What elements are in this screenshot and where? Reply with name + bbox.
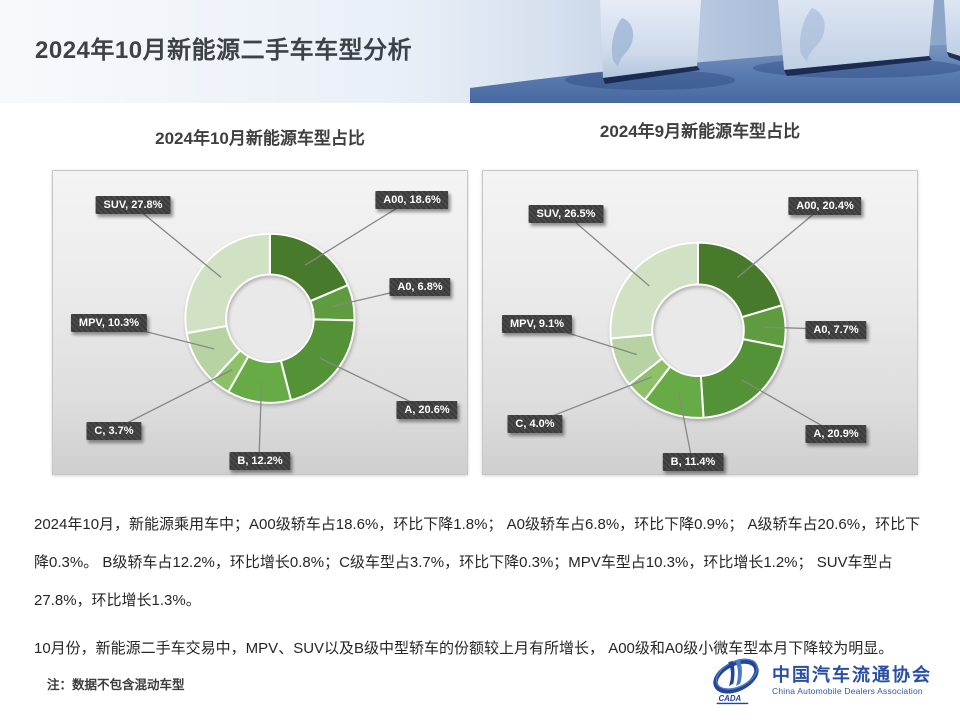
donut-svg xyxy=(108,199,426,460)
donut-svg xyxy=(534,205,835,461)
analysis-paragraph-1: 2024年10月，新能源乘用车中；A00级轿车占18.6%，环比下降1.8%； … xyxy=(34,516,921,609)
header-cubes-image xyxy=(0,0,960,103)
slice-label-suv: SUV, 26.5% xyxy=(528,205,604,223)
chart-title-october: 2024年10月新能源车型占比 xyxy=(155,129,365,148)
slice-label-a: A, 20.9% xyxy=(805,425,867,443)
slice-label-a: A, 20.6% xyxy=(396,401,458,419)
label-leader-line xyxy=(132,204,222,278)
label-leader-line xyxy=(258,381,263,460)
donut-chart-october: A00, 18.6% A0, 6.8% A, 20.6% B, 12.2% C, 3.7… xyxy=(52,170,468,475)
slice-label-mpv: MPV, 10.3% xyxy=(70,314,148,332)
label-leader-line xyxy=(565,213,650,287)
cada-logo-cn-text: 中国汽车流通协会 xyxy=(772,665,932,685)
slice-label-a00: A00, 20.4% xyxy=(788,197,862,215)
label-leader-line xyxy=(113,369,233,431)
label-leader-line xyxy=(304,199,411,266)
cada-logo-en-text: China Automobile Dealers Association xyxy=(772,686,923,696)
slice-label-a0: A0, 7.7% xyxy=(805,321,867,339)
analysis-text: 2024年10月，新能源乘用车中；A00级轿车占18.6%，环比下降1.8%； … xyxy=(34,506,932,668)
cube-3 xyxy=(944,0,960,61)
chart-title-september: 2024年9月新能源车型占比 xyxy=(599,122,801,141)
svg-text:CADA: CADA xyxy=(719,694,742,703)
label-leader-line xyxy=(736,205,824,279)
cube-1 xyxy=(600,0,701,84)
cada-logo: CADA 中国汽车流通协会 China Automobile Dealers A… xyxy=(708,652,932,708)
slice-label-a00: A00, 18.6% xyxy=(375,191,449,209)
donut-hole xyxy=(648,280,748,381)
label-leader-line xyxy=(319,357,426,410)
slice-label-c: C, 4.0% xyxy=(507,415,563,433)
cada-logo-icon: CADA xyxy=(713,658,759,705)
donut-hole xyxy=(222,270,318,367)
slice-label-b: B, 12.2% xyxy=(229,452,291,470)
label-leader-line xyxy=(740,379,835,434)
donut-slice-suv xyxy=(184,232,271,335)
header-banner: 2024年10月新能源二手车车型分析 xyxy=(0,0,960,103)
slice-label-mpv: MPV, 9.1% xyxy=(501,315,573,333)
label-leader-line xyxy=(678,392,693,461)
slice-label-c: C, 3.7% xyxy=(86,422,142,440)
cube-2 xyxy=(778,0,934,76)
slice-label-a0: A0, 6.8% xyxy=(389,278,451,296)
analysis-paragraph-2: 10月份，新能源二手车交易中，MPV、SUV以及B级中型轿车的份额较上月有所增长… xyxy=(34,640,894,657)
donut-chart-september: A00, 20.4% A0, 7.7% A, 20.9% B, 11.4% C, 4.0… xyxy=(482,170,918,475)
slice-label-b: B, 11.4% xyxy=(662,453,724,471)
page-title: 2024年10月新能源二手车车型分析 xyxy=(35,37,413,64)
slice-label-suv: SUV, 27.8% xyxy=(95,196,171,214)
donut-slice-suv xyxy=(609,241,699,340)
footnote: 注：数据不包含混动车型 xyxy=(47,678,185,692)
